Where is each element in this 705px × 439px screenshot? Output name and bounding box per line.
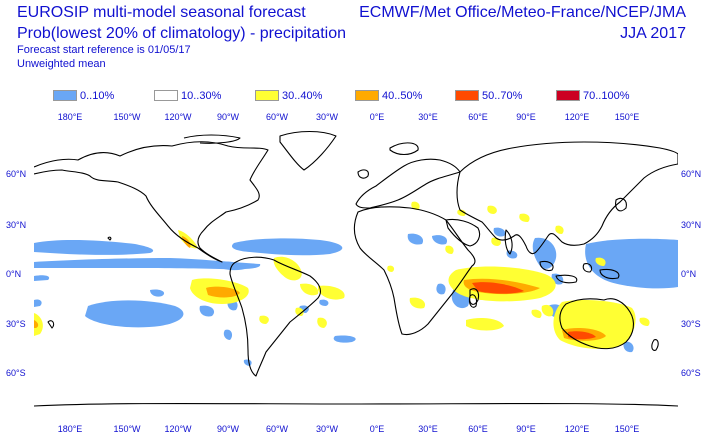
mean-type: Unweighted mean bbox=[17, 58, 106, 70]
lon-label: 90°E bbox=[516, 112, 536, 122]
lon-label: 180°E bbox=[58, 424, 83, 434]
map-field bbox=[34, 126, 678, 412]
lat-label: 60°N bbox=[681, 169, 701, 179]
lat-label: 30°S bbox=[6, 319, 26, 329]
legend-swatch bbox=[255, 90, 279, 101]
lon-label: 150°E bbox=[615, 424, 640, 434]
legend-label: 10..30% bbox=[181, 90, 222, 102]
lat-labels-right: 60°N 30°N 0°N 30°S 60°S bbox=[681, 169, 701, 378]
legend-label: 40..50% bbox=[382, 90, 423, 102]
lon-label: 60°W bbox=[266, 424, 289, 434]
title-line2: Prob(lowest 20% of climatology) - precip… bbox=[17, 25, 347, 42]
prob-0-10-areas bbox=[34, 227, 678, 366]
legend-label: 70..100% bbox=[583, 90, 630, 102]
legend: 0..10% 10..30% 30..40% 40..50% 50..70% 7… bbox=[0, 89, 705, 103]
lat-label: 30°S bbox=[681, 319, 701, 329]
lon-label: 0°E bbox=[370, 424, 385, 434]
map-background bbox=[34, 126, 678, 412]
lon-label: 90°E bbox=[516, 424, 536, 434]
lat-label: 60°S bbox=[681, 368, 701, 378]
lon-label: 120°E bbox=[565, 424, 590, 434]
centres-label: ECMWF/Met Office/Meteo-France/NCEP/JMA bbox=[359, 4, 686, 21]
lon-label: 30°W bbox=[316, 112, 339, 122]
lon-label: 180°E bbox=[58, 112, 83, 122]
lat-label: 0°N bbox=[6, 269, 21, 279]
lon-label: 30°E bbox=[418, 424, 438, 434]
lon-label: 150°W bbox=[113, 112, 141, 122]
lat-label: 60°S bbox=[6, 368, 26, 378]
lat-label: 60°N bbox=[6, 169, 26, 179]
lon-label: 60°E bbox=[468, 424, 488, 434]
lon-label: 120°E bbox=[565, 112, 590, 122]
legend-swatch bbox=[455, 90, 479, 101]
lon-label: 90°W bbox=[217, 112, 240, 122]
legend-swatch bbox=[355, 90, 379, 101]
prob-50-70-areas bbox=[472, 282, 596, 340]
lon-label: 60°E bbox=[468, 112, 488, 122]
coastlines bbox=[34, 130, 678, 407]
lat-label: 0°N bbox=[681, 269, 696, 279]
legend-swatch bbox=[53, 90, 77, 101]
legend-label: 30..40% bbox=[282, 90, 323, 102]
lon-label: 120°W bbox=[164, 112, 192, 122]
lat-label: 30°N bbox=[681, 220, 701, 230]
title-line1: EUROSIP multi-model seasonal forecast bbox=[17, 4, 306, 21]
legend-swatch bbox=[556, 90, 580, 101]
legend-label: 0..10% bbox=[80, 90, 115, 102]
lon-label: 150°W bbox=[113, 424, 141, 434]
lon-label: 30°E bbox=[418, 112, 438, 122]
legend-label: 50..70% bbox=[482, 90, 523, 102]
lon-label: 0°E bbox=[370, 112, 385, 122]
legend-swatch bbox=[154, 90, 178, 101]
lon-labels-bottom: 180°E 150°W 120°W 90°W 60°W 30°W 0°E 30°… bbox=[58, 424, 640, 434]
season-label: JJA 2017 bbox=[620, 25, 686, 42]
forecast-reference: Forecast start reference is 01/05/17 bbox=[17, 44, 191, 56]
lon-label: 150°E bbox=[615, 112, 640, 122]
lon-label: 60°W bbox=[266, 112, 289, 122]
lon-label: 90°W bbox=[217, 424, 240, 434]
lon-label: 120°W bbox=[164, 424, 192, 434]
lon-label: 30°W bbox=[316, 424, 339, 434]
lon-labels-top: 180°E 150°W 120°W 90°W 60°W 30°W 0°E 30°… bbox=[58, 112, 640, 122]
lat-labels-left: 60°N 30°N 0°N 30°S 60°S bbox=[6, 169, 26, 378]
lat-label: 30°N bbox=[6, 220, 26, 230]
